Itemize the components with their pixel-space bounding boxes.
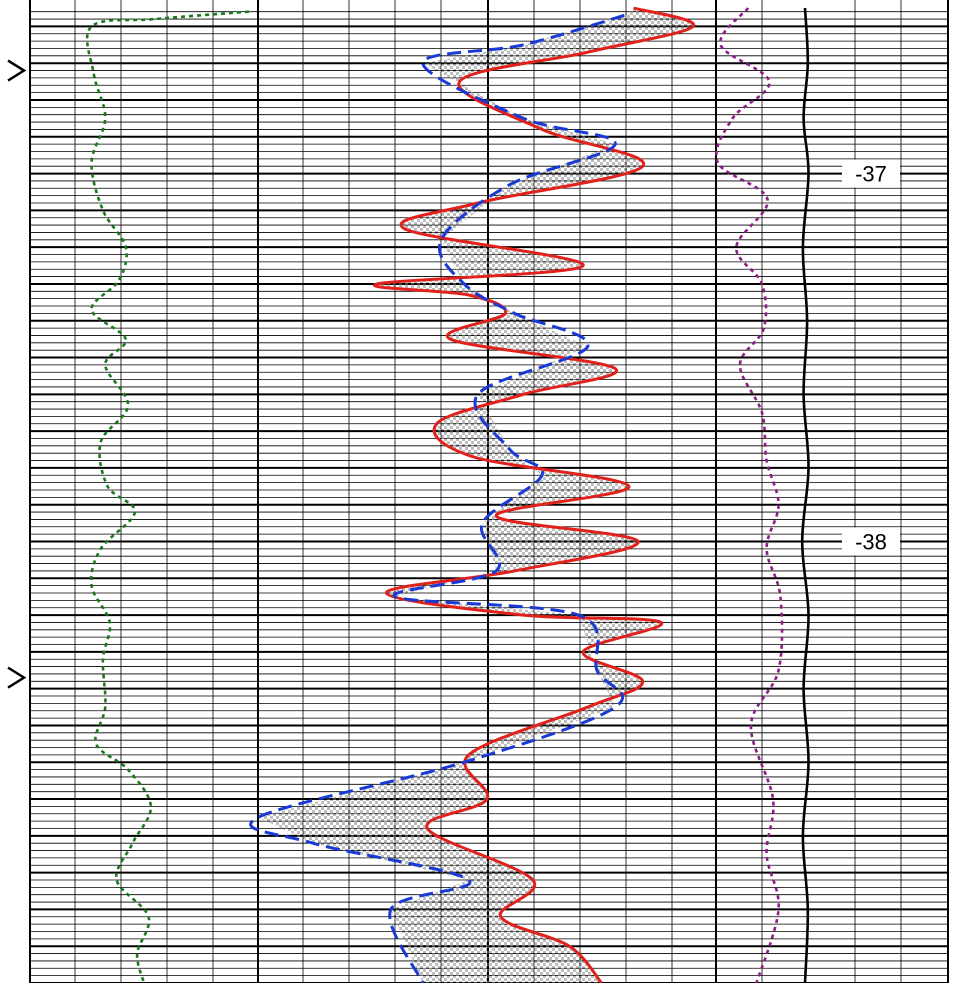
- curves: [85, 6, 810, 983]
- depth-labels: -37 -38: [7, 59, 900, 689]
- depth-marker-arrow: [7, 59, 27, 82]
- depth-marker-arrow: [7, 666, 27, 689]
- res-curve-1: [372, 6, 695, 983]
- depth-label-bg: [842, 527, 900, 556]
- depth-label-bg: [842, 159, 900, 188]
- cal-curve-1: [800, 7, 810, 983]
- grid: [29, 0, 949, 983]
- depth-label: -38: [855, 529, 887, 554]
- depth-label: -37: [855, 162, 887, 187]
- gr-curve-1: [85, 10, 249, 983]
- crossover-fill: [258, 8, 694, 983]
